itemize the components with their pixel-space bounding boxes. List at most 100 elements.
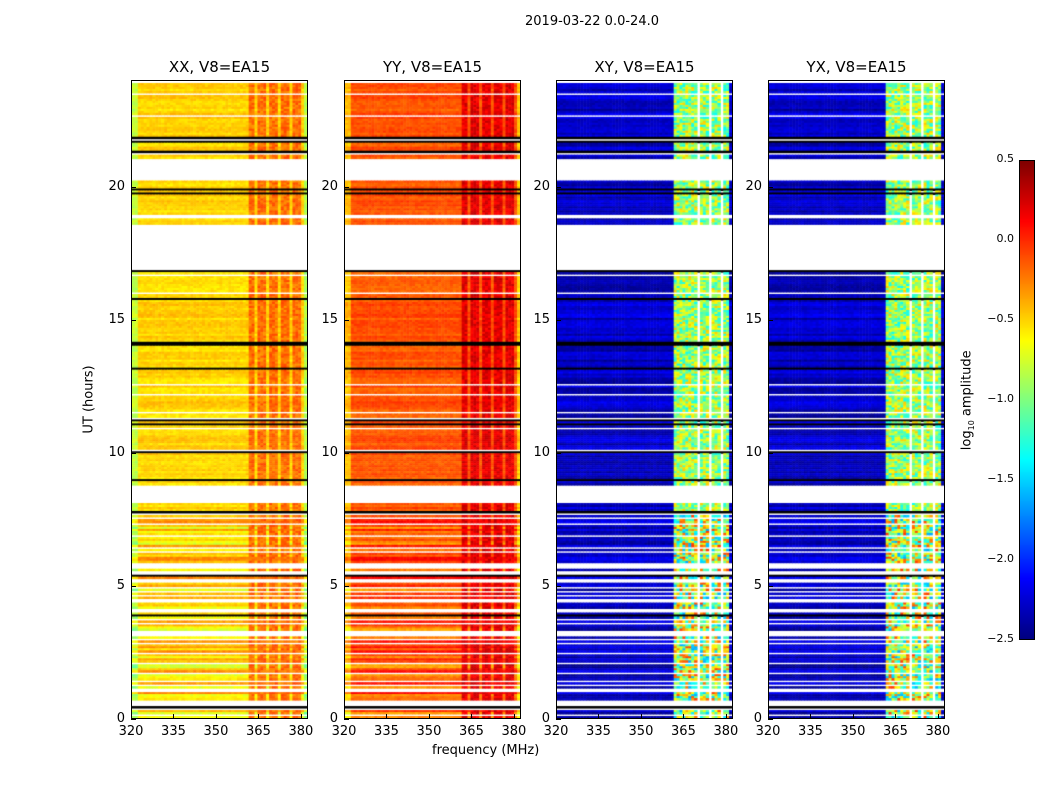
y-tick-label: 5 xyxy=(116,577,125,593)
panel-title: XY, V8=EA15 xyxy=(594,58,695,76)
y-tick xyxy=(131,585,136,587)
y-tick xyxy=(556,319,561,321)
x-tick-label: 380 xyxy=(501,724,527,739)
heatmap-panel-0 xyxy=(131,80,308,719)
heatmap-panel-2 xyxy=(556,80,733,719)
x-tick xyxy=(852,714,854,719)
x-tick xyxy=(683,714,685,719)
x-tick-label: 335 xyxy=(798,724,823,739)
y-tick-label: 20 xyxy=(745,178,762,194)
y-tick xyxy=(768,719,773,720)
y-tick xyxy=(344,186,349,188)
x-tick-label: 350 xyxy=(416,724,442,739)
y-tick-label: 10 xyxy=(745,444,762,460)
y-tick xyxy=(131,719,136,720)
x-axis-label: frequency (MHz) xyxy=(432,743,540,758)
y-tick xyxy=(131,319,136,321)
y-tick xyxy=(768,186,773,188)
x-tick-label: 380 xyxy=(288,724,314,739)
colorbar-label: log10 amplitude xyxy=(959,350,977,451)
y-axis-label: UT (hours) xyxy=(81,365,97,434)
x-tick xyxy=(768,714,769,719)
heatmap-cells xyxy=(769,81,944,718)
y-tick-label: 10 xyxy=(533,444,550,460)
x-tick-label: 335 xyxy=(374,724,399,739)
colorbar-gradient xyxy=(1020,161,1034,639)
x-tick xyxy=(344,714,345,719)
y-tick-label: 15 xyxy=(321,311,338,327)
x-tick-label: 365 xyxy=(246,724,271,739)
y-tick-label: 20 xyxy=(321,178,338,194)
x-tick-label: 380 xyxy=(713,724,739,739)
y-tick xyxy=(344,319,349,321)
x-tick-label: 350 xyxy=(628,724,654,739)
x-tick-label: 365 xyxy=(671,724,696,739)
y-tick-label: 0 xyxy=(116,711,125,726)
y-tick-label: 20 xyxy=(108,178,125,194)
x-tick xyxy=(258,714,260,719)
x-tick-label: 320 xyxy=(755,724,781,739)
panel-title: YY, V8=EA15 xyxy=(382,58,483,76)
y-tick-label: 5 xyxy=(329,577,338,593)
x-tick xyxy=(471,714,473,719)
y-tick xyxy=(768,452,773,454)
y-tick-label: 10 xyxy=(108,444,125,460)
heatmap-cells xyxy=(132,81,307,718)
x-tick xyxy=(725,714,727,719)
x-tick xyxy=(598,714,600,719)
x-tick-label: 365 xyxy=(883,724,908,739)
x-tick-label: 335 xyxy=(161,724,186,739)
x-tick xyxy=(556,714,557,719)
x-tick-label: 320 xyxy=(543,724,569,739)
x-tick xyxy=(937,714,939,719)
heatmap-panel-3 xyxy=(768,80,945,719)
x-tick-label: 380 xyxy=(925,724,951,739)
heatmap-cells xyxy=(557,81,732,718)
x-tick xyxy=(640,714,642,719)
x-tick xyxy=(173,714,175,719)
x-tick xyxy=(131,714,132,719)
y-tick xyxy=(131,452,136,454)
y-tick xyxy=(556,452,561,454)
y-tick-label: 0 xyxy=(753,711,762,726)
colorbar-tick-label: −0.5 xyxy=(987,312,1014,325)
y-tick-label: 15 xyxy=(533,311,550,327)
x-tick-label: 350 xyxy=(840,724,866,739)
y-tick-label: 0 xyxy=(541,711,550,726)
y-tick-label: 20 xyxy=(533,178,550,194)
x-tick xyxy=(428,714,430,719)
colorbar xyxy=(1019,160,1035,640)
x-tick-label: 320 xyxy=(118,724,144,739)
y-tick xyxy=(344,452,349,454)
x-tick xyxy=(513,714,515,719)
colorbar-tick-label: −1.0 xyxy=(987,392,1014,405)
x-tick xyxy=(895,714,897,719)
colorbar-tick-label: −2.5 xyxy=(987,632,1014,645)
x-tick-label: 365 xyxy=(459,724,484,739)
y-tick-label: 5 xyxy=(541,577,550,593)
x-tick-label: 350 xyxy=(203,724,229,739)
y-tick-label: 5 xyxy=(753,577,762,593)
y-tick xyxy=(768,319,773,321)
y-tick xyxy=(344,585,349,587)
colorbar-tick-label: 0.0 xyxy=(996,232,1015,245)
y-tick xyxy=(556,186,561,188)
y-tick xyxy=(344,719,349,720)
y-tick-label: 0 xyxy=(329,711,338,726)
panel-title: XX, V8=EA15 xyxy=(168,58,271,76)
y-tick xyxy=(131,186,136,188)
y-tick-label: 10 xyxy=(321,444,338,460)
figure-title: 2019-03-22 0.0-24.0 xyxy=(525,14,659,29)
y-tick xyxy=(556,719,561,720)
y-tick-label: 15 xyxy=(108,311,125,327)
x-tick-label: 335 xyxy=(586,724,611,739)
y-tick-label: 15 xyxy=(745,311,762,327)
y-tick xyxy=(768,585,773,587)
heatmap-cells xyxy=(345,81,520,718)
x-tick xyxy=(810,714,812,719)
panel-title: YX, V8=EA15 xyxy=(806,58,907,76)
y-tick xyxy=(556,585,561,587)
x-tick-label: 320 xyxy=(331,724,357,739)
colorbar-tick-label: −2.0 xyxy=(987,552,1014,565)
heatmap-panel-1 xyxy=(344,80,521,719)
